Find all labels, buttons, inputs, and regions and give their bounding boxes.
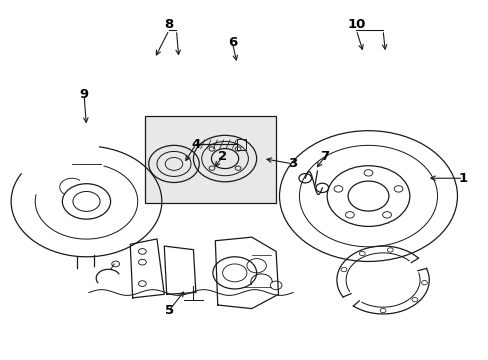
Bar [237,139,245,150]
Text: 5: 5 [164,304,173,317]
Text: 4: 4 [191,138,200,151]
Text: 10: 10 [346,18,365,31]
Text: 2: 2 [218,150,227,163]
Text: 3: 3 [288,157,297,170]
Text: 8: 8 [164,18,173,31]
Bar [144,116,276,203]
Text: 7: 7 [320,150,328,163]
Text: 9: 9 [80,88,88,101]
Text: 6: 6 [227,36,237,49]
Text: 1: 1 [458,172,467,185]
